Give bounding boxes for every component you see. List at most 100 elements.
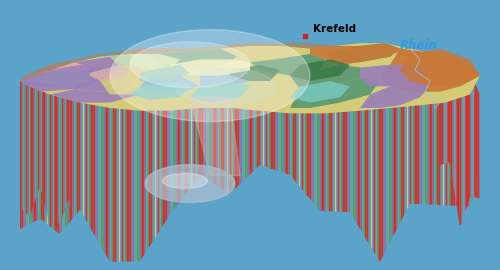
Polygon shape bbox=[124, 107, 125, 262]
Polygon shape bbox=[179, 108, 180, 203]
Polygon shape bbox=[180, 62, 260, 86]
Polygon shape bbox=[34, 77, 35, 205]
Polygon shape bbox=[428, 103, 430, 205]
Polygon shape bbox=[384, 107, 386, 253]
Polygon shape bbox=[212, 108, 214, 183]
Polygon shape bbox=[268, 109, 269, 168]
Polygon shape bbox=[190, 108, 191, 189]
Polygon shape bbox=[322, 110, 323, 211]
Polygon shape bbox=[269, 109, 270, 168]
Polygon shape bbox=[470, 94, 472, 206]
Polygon shape bbox=[353, 108, 354, 220]
Polygon shape bbox=[266, 109, 268, 167]
Polygon shape bbox=[208, 108, 209, 181]
Polygon shape bbox=[263, 108, 264, 167]
Polygon shape bbox=[348, 108, 350, 212]
Polygon shape bbox=[176, 108, 178, 207]
Polygon shape bbox=[258, 108, 260, 166]
Polygon shape bbox=[392, 107, 394, 239]
Polygon shape bbox=[454, 84, 455, 195]
Polygon shape bbox=[120, 106, 122, 262]
Polygon shape bbox=[106, 104, 107, 257]
Polygon shape bbox=[167, 108, 168, 219]
Polygon shape bbox=[190, 81, 250, 103]
Polygon shape bbox=[449, 100, 450, 205]
Polygon shape bbox=[144, 108, 146, 254]
Polygon shape bbox=[173, 108, 174, 211]
Polygon shape bbox=[340, 109, 341, 212]
Polygon shape bbox=[386, 107, 388, 250]
Polygon shape bbox=[458, 81, 460, 225]
Polygon shape bbox=[140, 86, 220, 108]
Polygon shape bbox=[416, 104, 418, 204]
Polygon shape bbox=[200, 108, 202, 176]
Polygon shape bbox=[84, 101, 86, 220]
Polygon shape bbox=[462, 78, 464, 220]
Polygon shape bbox=[248, 108, 250, 176]
Polygon shape bbox=[462, 96, 464, 206]
Polygon shape bbox=[92, 102, 94, 233]
Polygon shape bbox=[34, 85, 35, 222]
Polygon shape bbox=[196, 108, 197, 181]
Polygon shape bbox=[23, 82, 24, 227]
Polygon shape bbox=[286, 110, 287, 174]
Polygon shape bbox=[46, 88, 47, 224]
Polygon shape bbox=[140, 108, 141, 261]
Polygon shape bbox=[42, 87, 44, 222]
Polygon shape bbox=[83, 100, 84, 217]
Polygon shape bbox=[242, 108, 244, 182]
Polygon shape bbox=[68, 95, 70, 224]
Polygon shape bbox=[395, 106, 396, 233]
Polygon shape bbox=[46, 79, 47, 214]
Polygon shape bbox=[455, 98, 456, 206]
Polygon shape bbox=[35, 85, 36, 221]
Polygon shape bbox=[244, 108, 245, 181]
Polygon shape bbox=[371, 108, 372, 249]
Polygon shape bbox=[71, 96, 72, 221]
Polygon shape bbox=[204, 108, 206, 179]
Polygon shape bbox=[468, 94, 470, 206]
Polygon shape bbox=[288, 111, 290, 175]
Polygon shape bbox=[372, 108, 374, 252]
Polygon shape bbox=[407, 105, 408, 210]
Polygon shape bbox=[464, 96, 466, 206]
Polygon shape bbox=[370, 108, 371, 247]
Polygon shape bbox=[257, 108, 258, 168]
Ellipse shape bbox=[145, 165, 235, 202]
Polygon shape bbox=[82, 100, 83, 215]
Polygon shape bbox=[400, 106, 401, 224]
Polygon shape bbox=[334, 109, 335, 211]
Polygon shape bbox=[302, 111, 304, 191]
Polygon shape bbox=[239, 108, 240, 185]
Polygon shape bbox=[290, 78, 380, 108]
Polygon shape bbox=[293, 111, 294, 180]
Polygon shape bbox=[308, 111, 310, 198]
Polygon shape bbox=[318, 111, 320, 211]
Polygon shape bbox=[440, 91, 442, 165]
Polygon shape bbox=[116, 106, 117, 262]
Polygon shape bbox=[60, 92, 62, 234]
Polygon shape bbox=[270, 109, 272, 169]
Polygon shape bbox=[60, 87, 62, 222]
Polygon shape bbox=[377, 108, 378, 259]
Polygon shape bbox=[161, 108, 162, 229]
Polygon shape bbox=[425, 104, 426, 204]
Polygon shape bbox=[347, 108, 348, 212]
Polygon shape bbox=[138, 108, 140, 261]
Polygon shape bbox=[256, 108, 257, 169]
Polygon shape bbox=[96, 103, 98, 241]
Polygon shape bbox=[136, 108, 137, 261]
Polygon shape bbox=[52, 89, 53, 229]
Polygon shape bbox=[274, 109, 275, 170]
Polygon shape bbox=[254, 108, 256, 171]
Polygon shape bbox=[236, 108, 238, 188]
Polygon shape bbox=[272, 109, 274, 170]
Polygon shape bbox=[323, 110, 324, 211]
Polygon shape bbox=[448, 100, 449, 205]
Polygon shape bbox=[461, 79, 462, 225]
Polygon shape bbox=[304, 111, 305, 193]
Polygon shape bbox=[352, 108, 353, 217]
Polygon shape bbox=[47, 79, 48, 220]
Polygon shape bbox=[394, 107, 395, 236]
Ellipse shape bbox=[130, 42, 250, 88]
